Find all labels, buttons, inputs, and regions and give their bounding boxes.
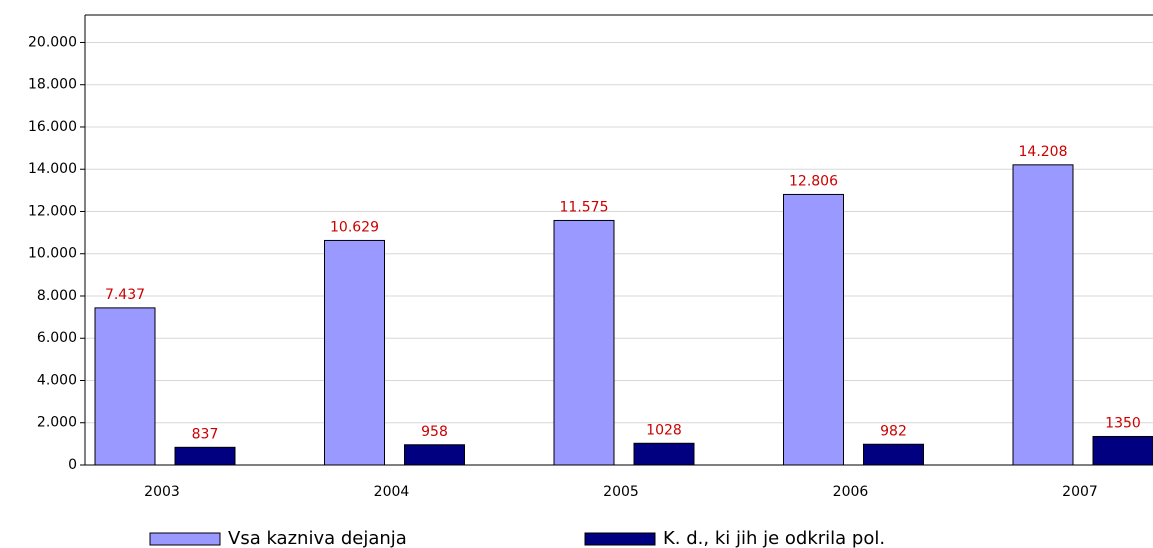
x-tick-label: 2006: [833, 484, 869, 500]
bar: [174, 446, 236, 466]
bar: [863, 443, 924, 466]
y-tick-label: 18.000: [28, 77, 77, 93]
y-tick-label: 2.000: [37, 415, 77, 431]
y-tick-label: 20.000: [28, 34, 77, 50]
value-label: 1350: [1105, 415, 1141, 431]
y-tick-label: 6.000: [37, 330, 77, 346]
bar: [94, 307, 156, 466]
x-tick-label: 2003: [144, 484, 180, 500]
legend-label: Vsa kazniva dejanja: [228, 528, 407, 548]
x-tick-label: 2004: [374, 484, 410, 500]
value-label: 982: [880, 423, 907, 439]
value-label: 10.629: [330, 219, 379, 235]
value-label: 837: [192, 426, 219, 442]
y-tick-label: 0: [68, 457, 77, 473]
y-tick-label: 16.000: [28, 119, 77, 135]
value-label: 12.806: [789, 173, 838, 189]
y-tick-label: 12.000: [28, 203, 77, 219]
y-tick-label: 10.000: [28, 246, 77, 262]
x-tick-label: 2007: [1062, 484, 1098, 500]
x-tick-label: 2005: [603, 484, 639, 500]
value-label: 958: [421, 424, 448, 440]
bar: [1012, 164, 1074, 466]
value-label: 1028: [646, 422, 682, 438]
bar: [1092, 435, 1153, 466]
bar: [404, 444, 465, 466]
bar: [324, 239, 385, 466]
legend-swatch: [584, 532, 656, 546]
legend-label: K. d., ki jih je odkrila pol.: [663, 528, 885, 548]
value-label: 7.437: [105, 287, 145, 303]
y-tick-label: 8.000: [37, 288, 77, 304]
value-label: 14.208: [1019, 144, 1068, 160]
value-label: 11.575: [560, 199, 609, 215]
y-tick-label: 14.000: [28, 161, 77, 177]
legend-swatch: [149, 532, 221, 546]
bar: [633, 442, 695, 466]
y-tick-label: 4.000: [37, 372, 77, 388]
bar: [553, 219, 615, 466]
bar: [783, 193, 844, 466]
